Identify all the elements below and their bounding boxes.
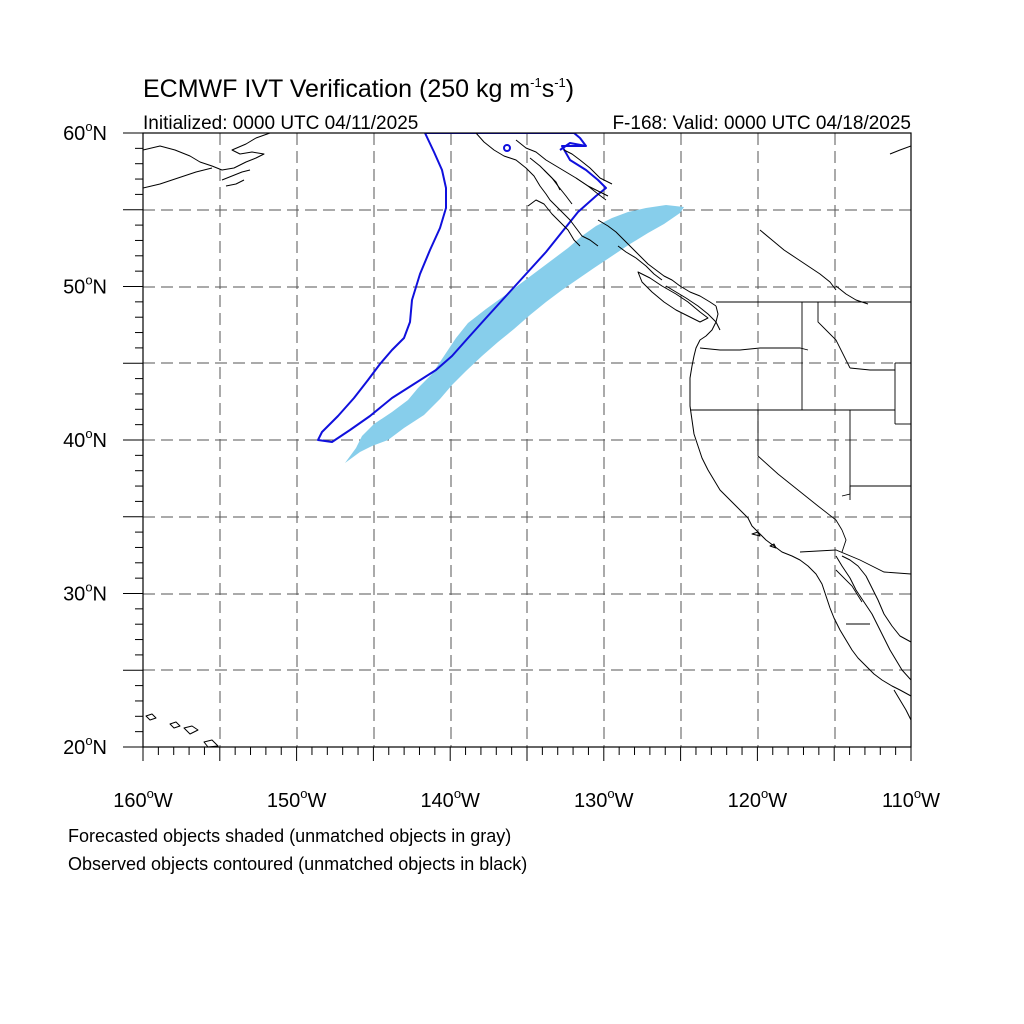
observed-contour-lobe xyxy=(559,142,587,151)
initialized-label: Initialized: 0000 UTC 04/11/2025 xyxy=(143,113,418,134)
forecast-note: Forecasted objects shaded (unmatched obj… xyxy=(68,826,511,846)
axis-ticks xyxy=(123,132,912,761)
lon-label: 160oW xyxy=(113,786,173,812)
lat-label: 50oN xyxy=(63,273,107,299)
lon-label: 140oW xyxy=(420,786,480,812)
political-borders xyxy=(575,177,911,625)
map-area xyxy=(142,132,912,748)
coastlines xyxy=(143,133,911,747)
lat-label: 20oN xyxy=(63,733,107,759)
latitude-labels: 60oN 50oN 40oN 30oN 20oN xyxy=(63,119,107,759)
valid-label: F-168: Valid: 0000 UTC 04/18/2025 xyxy=(612,113,911,134)
observed-ivt-contour xyxy=(317,133,607,443)
lat-label: 40oN xyxy=(63,426,107,452)
lon-label: 110oW xyxy=(882,786,940,812)
longitude-labels: 160oW 150oW 140oW 130oW 120oW 110oW xyxy=(113,786,940,812)
lon-label: 120oW xyxy=(728,786,788,812)
observed-note: Observed objects contoured (unmatched ob… xyxy=(68,854,527,874)
grid-lines xyxy=(143,133,911,747)
lat-label: 60oN xyxy=(63,119,107,145)
lon-label: 150oW xyxy=(267,786,327,812)
observed-contour-dot xyxy=(503,144,511,152)
lat-label: 30oN xyxy=(63,580,107,606)
forecast-ivt-object xyxy=(345,205,684,463)
lon-label: 130oW xyxy=(574,786,634,812)
figure-title: ECMWF IVT Verification (250 kg m-1s-1) xyxy=(143,75,574,103)
